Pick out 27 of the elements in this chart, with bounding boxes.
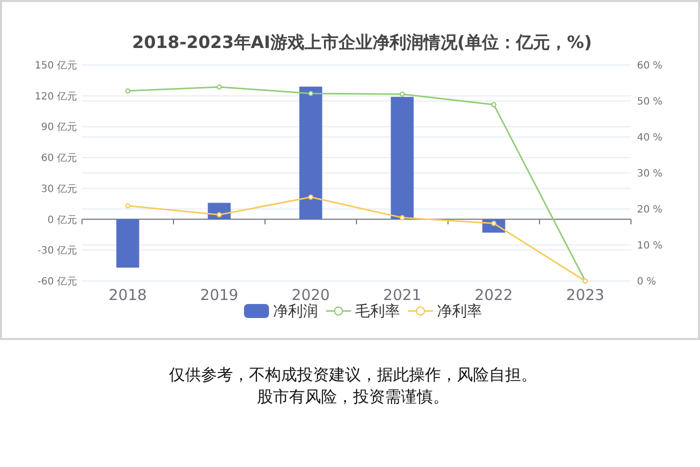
x-tick-label: 2018 (108, 286, 147, 304)
legend-label: 净利率 (437, 302, 482, 320)
y-tick-label: 30 亿元 (41, 184, 77, 195)
y2-tick-label: 40 % (637, 132, 662, 144)
y2-tick-label: 30 % (637, 168, 662, 180)
x-tick-label: 2023 (566, 286, 604, 304)
y-tick-label: 60 亿元 (41, 153, 77, 164)
y2-tick-label: 20 % (637, 204, 662, 216)
legend-label: 净利润 (273, 302, 318, 320)
y2-tick-label: 50 % (637, 96, 662, 108)
x-tick-label: 2021 (383, 286, 422, 304)
y-tick-label: 120 亿元 (34, 91, 77, 102)
annotation: 股市有风险，投资需谨慎。 (257, 387, 449, 406)
y-tick-label: 0 亿元 (47, 214, 77, 226)
y-tick-label: 90 亿元 (41, 122, 77, 134)
title: 2018-2023年AI游戏上市企业净利润情况(单位：亿元，%) (132, 33, 592, 53)
x-tick-label: 2019 (200, 286, 238, 304)
x-tick-label: 2020 (292, 286, 330, 304)
y2-tick-label: 10 % (637, 240, 662, 252)
y-tick-label: -30 亿元 (37, 246, 77, 257)
y-tick-label: 150 亿元 (34, 60, 77, 72)
y2-tick-label: 60 % (637, 60, 662, 72)
legend-label: 毛利率 (355, 302, 400, 320)
y2-tick-label: 0 % (637, 276, 656, 288)
y-tick-label: -60 亿元 (37, 276, 77, 288)
x-tick-label: 2022 (474, 286, 513, 304)
annotation: 仅供参考，不构成投资建议，据此操作，风险自担。 (169, 365, 537, 384)
